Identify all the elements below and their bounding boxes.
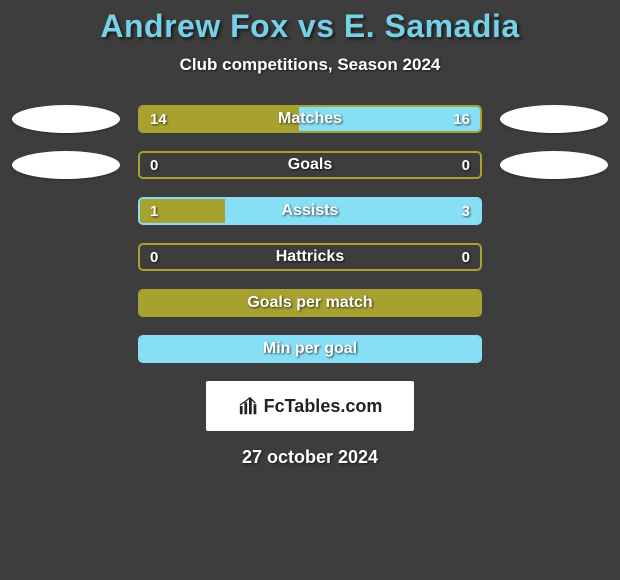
spacer <box>500 243 608 271</box>
stat-row: 0 0Goals <box>0 151 620 179</box>
stat-label: Hattricks <box>140 245 480 269</box>
subtitle: Club competitions, Season 2024 <box>0 55 620 75</box>
player-right-marker <box>500 105 608 133</box>
stat-value-left: 0 <box>150 153 158 177</box>
stat-bar: Min per goal <box>138 335 482 363</box>
stat-value-right: 3 <box>462 199 470 223</box>
stat-value-right: 16 <box>453 107 470 131</box>
stat-bar: 0 0Goals <box>138 151 482 179</box>
player-left-marker <box>12 151 120 179</box>
stat-row: 1416Matches <box>0 105 620 133</box>
stat-value-right: 0 <box>462 245 470 269</box>
stat-value-right: 0 <box>462 153 470 177</box>
comparison-infographic: Andrew Fox vs E. Samadia Club competitio… <box>0 0 620 468</box>
stat-value-left: 0 <box>150 245 158 269</box>
stat-bar: 1416Matches <box>138 105 482 133</box>
spacer <box>12 243 120 271</box>
logo-text: FcTables.com <box>264 396 383 417</box>
bar-fill-right <box>225 199 480 223</box>
bars-container: 1416Matches00Goals13Assists00HattricksGo… <box>0 105 620 363</box>
date-label: 27 october 2024 <box>0 447 620 468</box>
bar-fill-right <box>140 337 480 361</box>
stat-row: 13Assists <box>0 197 620 225</box>
stat-row: 0 0Hattricks <box>0 243 620 271</box>
spacer <box>500 289 608 317</box>
stat-row: Min per goal <box>0 335 620 363</box>
logo-badge: FcTables.com <box>206 381 414 431</box>
spacer <box>500 335 608 363</box>
stat-bar: 0 0Hattricks <box>138 243 482 271</box>
spacer <box>500 197 608 225</box>
player-left-marker <box>12 105 120 133</box>
stat-value-left: 1 <box>150 199 158 223</box>
player-right-marker <box>500 151 608 179</box>
stat-bar: Goals per match <box>138 289 482 317</box>
spacer <box>12 197 120 225</box>
spacer <box>12 335 120 363</box>
stat-bar: 13Assists <box>138 197 482 225</box>
stat-label: Goals <box>140 153 480 177</box>
stat-value-left: 14 <box>150 107 167 131</box>
spacer <box>12 289 120 317</box>
page-title: Andrew Fox vs E. Samadia <box>0 8 620 45</box>
stat-row: Goals per match <box>0 289 620 317</box>
bar-fill-left <box>140 291 480 315</box>
logo-bars-icon <box>238 395 260 417</box>
